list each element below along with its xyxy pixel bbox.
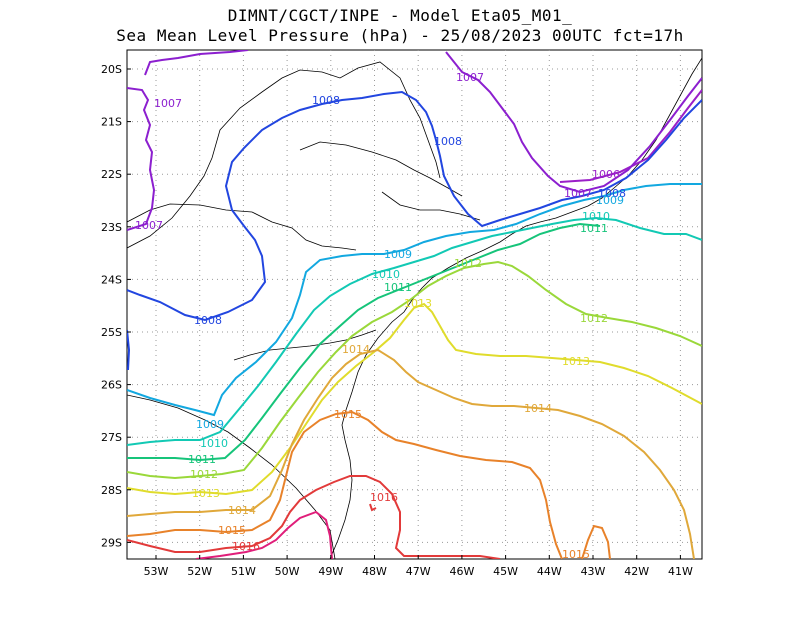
lon-tick-label: 52W <box>187 565 212 578</box>
lat-tick-label: 28S <box>101 484 122 497</box>
lon-tick-label: 45W <box>493 565 518 578</box>
label-1014-center: 1014 <box>342 343 370 356</box>
label-1012-east: 1012 <box>580 312 608 325</box>
label-1014-west: 1014 <box>228 504 256 517</box>
isobar-1008 <box>127 90 702 322</box>
lat-tick-label: 26S <box>101 379 122 392</box>
isobar-1011 <box>127 222 601 462</box>
isobar-1017 <box>195 510 333 559</box>
label-1007-west: 1007 <box>154 97 182 110</box>
lon-tick-label: 42W <box>624 565 649 578</box>
isobar-1008-left <box>127 329 131 371</box>
lon-tick-label: 46W <box>449 565 474 578</box>
label-1008-north: 1008 <box>312 94 340 107</box>
lon-tick-label: 44W <box>537 565 562 578</box>
label-1012-center: 1012 <box>454 257 482 270</box>
label-1008-east: 1008 <box>598 187 626 200</box>
label-1015-west: 1015 <box>218 524 246 537</box>
lat-tick-label: 27S <box>101 431 122 444</box>
chart-subtitle: Sea Mean Level Pressure (hPa) - 25/08/20… <box>116 26 684 45</box>
contour-labels: 1006 1007 1007 1007 1007 1008 1008 1008 … <box>135 71 626 561</box>
chart-title: DIMNT/CGCT/INPE - Model Eta05_M01_ <box>227 6 573 25</box>
isobar-1007-north <box>144 50 249 76</box>
lat-tick-label: 24S <box>101 273 122 286</box>
latitude-axis: 20S 21S 22S 23S 24S 25S 26S 27S 28S 29S <box>101 63 131 549</box>
lon-tick-label: 48W <box>362 565 387 578</box>
lon-tick-label: 51W <box>231 565 256 578</box>
border-states-4 <box>381 191 481 221</box>
isobar-1007-east <box>445 51 702 194</box>
lat-tick-label: 22S <box>101 168 122 181</box>
isobar-1007-west <box>127 87 156 231</box>
lon-tick-label: 50W <box>275 565 300 578</box>
label-1008-west: 1008 <box>194 314 222 327</box>
lon-tick-label: 49W <box>318 565 343 578</box>
longitude-axis: 53W 52W 51W 50W 49W 48W 47W 46W 45W 44W 43W 42W 41W <box>144 555 693 578</box>
lon-tick-label: 47W <box>406 565 431 578</box>
label-1012-west: 1012 <box>190 468 218 481</box>
border-states-3 <box>299 141 463 197</box>
gridlines <box>127 50 702 559</box>
isobar-1015 <box>127 410 563 559</box>
label-1015-center: 1015 <box>334 408 362 421</box>
border-paraguay <box>127 61 441 249</box>
lat-tick-label: 23S <box>101 221 122 234</box>
border-uruguay <box>127 394 336 559</box>
label-1015-east: 1015 <box>562 548 590 561</box>
isobar-1009 <box>127 183 702 417</box>
lat-tick-label: 20S <box>101 63 122 76</box>
lat-tick-label: 21S <box>101 116 122 129</box>
label-1007-north: 1007 <box>456 71 484 84</box>
label-1010-west: 1010 <box>200 437 228 450</box>
lon-tick-label: 43W <box>581 565 606 578</box>
label-1011-center: 1011 <box>384 281 412 294</box>
isobar-1012 <box>127 260 702 480</box>
isobar-1006 <box>559 89 702 183</box>
label-1009-west: 1009 <box>196 418 224 431</box>
isobars <box>127 50 702 559</box>
label-1007-sw: 1007 <box>135 219 163 232</box>
label-1007-east: 1007 <box>564 187 592 200</box>
lon-tick-label: 41W <box>668 565 693 578</box>
isobar-1010 <box>127 216 702 446</box>
label-1014-east: 1014 <box>524 402 552 415</box>
label-1013-west: 1013 <box>192 487 220 500</box>
isobar-1015-loop <box>581 524 611 559</box>
label-1009-center: 1009 <box>384 248 412 261</box>
isobar-1016 <box>127 475 501 559</box>
label-1013-center: 1013 <box>404 297 432 310</box>
border-states-2 <box>233 329 377 361</box>
label-1013-east: 1013 <box>562 355 590 368</box>
border-states-1 <box>127 203 357 251</box>
label-1016-center: 1016 <box>370 491 398 504</box>
lat-tick-label: 29S <box>101 536 122 549</box>
isobar-1013 <box>127 302 702 496</box>
label-1011-west: 1011 <box>188 453 216 466</box>
label-1009-east: 1009 <box>596 194 624 207</box>
label-1016-west: 1016 <box>232 540 260 553</box>
lat-tick-label: 25S <box>101 326 122 339</box>
label-1010-center: 1010 <box>372 268 400 281</box>
lon-tick-label: 53W <box>144 565 169 578</box>
label-1011-east: 1011 <box>580 222 608 235</box>
label-1008-center: 1008 <box>434 135 462 148</box>
isobar-1016-small <box>369 503 377 512</box>
isobar-1014 <box>127 348 695 559</box>
label-1010-east: 1010 <box>582 210 610 223</box>
label-1006: 1006 <box>592 168 620 181</box>
